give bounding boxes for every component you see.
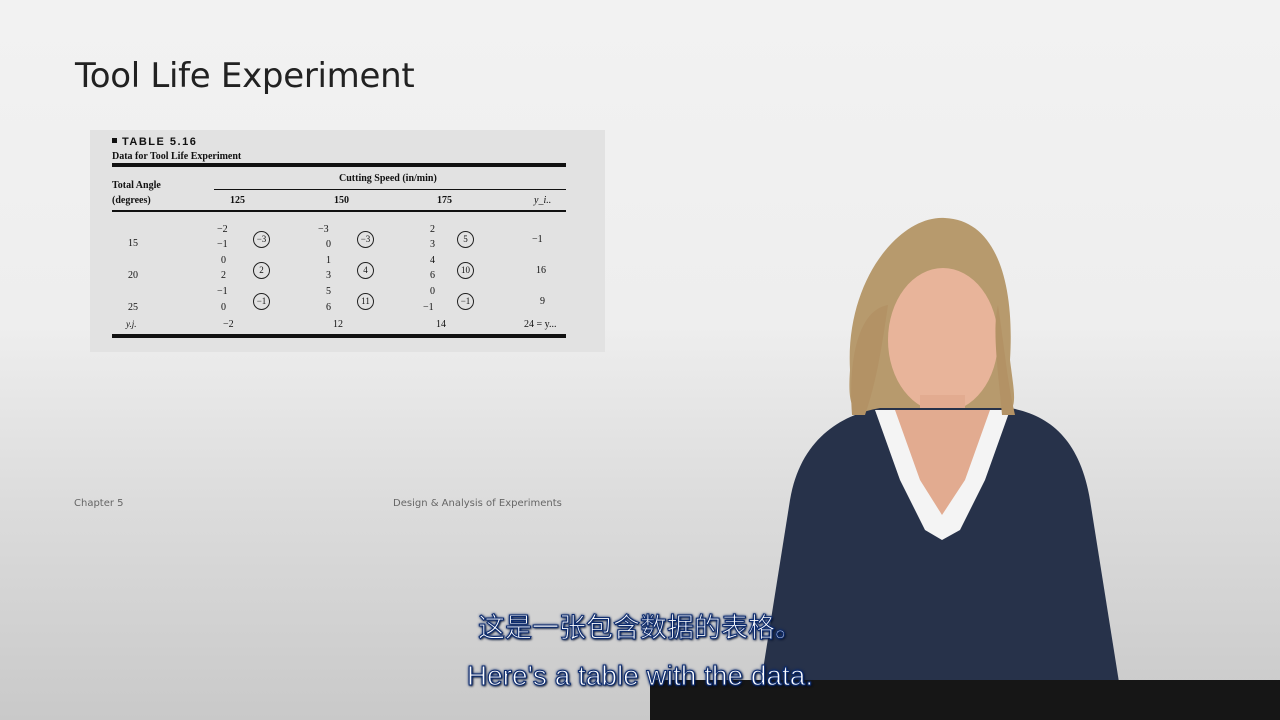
obs-cell: 2	[221, 270, 226, 281]
column-header-125: 125	[230, 195, 245, 206]
obs-cell: 4	[430, 255, 435, 266]
presenter-video	[755, 217, 1125, 720]
column-header-row-total: y_i..	[534, 195, 552, 206]
obs-cell: 0	[221, 255, 226, 266]
presenter-cardigan	[755, 408, 1125, 720]
obs-cell: −1	[217, 286, 228, 297]
table-top-rule	[112, 163, 566, 167]
obs-cell: 0	[326, 239, 331, 250]
obs-cell: 3	[326, 270, 331, 281]
obs-cell: 6	[326, 302, 331, 313]
row-total: −1	[532, 234, 543, 245]
presenter-hair-front	[995, 305, 1015, 415]
cell-total-circle: −3	[357, 231, 374, 248]
obs-cell: 2	[430, 224, 435, 235]
table-figure: TABLE 5.16 Data for Tool Life Experiment…	[90, 130, 605, 352]
column-total-label: y.j.	[126, 319, 137, 329]
column-group-header: Cutting Speed (in/min)	[339, 173, 437, 184]
obs-cell: 3	[430, 239, 435, 250]
cell-total-circle: 2	[253, 262, 270, 279]
footer-course: Design & Analysis of Experiments	[393, 498, 562, 509]
obs-cell: −3	[318, 224, 329, 235]
table-number: TABLE 5.16	[122, 136, 198, 148]
column-header-150: 150	[334, 195, 349, 206]
cell-total-circle: −3	[253, 231, 270, 248]
subtitle-chinese: 这是一张包含数据的表格。	[478, 613, 803, 645]
row-total: 16	[536, 265, 546, 276]
presenter-hair-front	[851, 305, 888, 415]
column-header-175: 175	[437, 195, 452, 206]
row-total: 9	[540, 296, 545, 307]
subtitle-english: Here's a table with the data.	[466, 660, 814, 692]
cell-total-circle: 4	[357, 262, 374, 279]
slide-title: Tool Life Experiment	[75, 56, 415, 96]
obs-cell: 6	[430, 270, 435, 281]
table-bottom-rule	[112, 334, 566, 338]
column-total: −2	[223, 319, 234, 330]
row-header-label: Total Angle	[112, 180, 161, 191]
obs-cell: −1	[423, 302, 434, 313]
cell-total-circle: −1	[457, 293, 474, 310]
obs-cell: 0	[221, 302, 226, 313]
obs-cell: 5	[326, 286, 331, 297]
table-caption: Data for Tool Life Experiment	[112, 151, 242, 162]
grand-total: 24 = y...	[524, 319, 557, 330]
presenter-neckline	[895, 410, 990, 515]
cell-total-circle: −1	[253, 293, 270, 310]
cell-total-circle: 10	[457, 262, 474, 279]
angle-25: 25	[128, 302, 138, 313]
cell-total-circle: 11	[357, 293, 374, 310]
angle-20: 20	[128, 270, 138, 281]
obs-cell: −2	[217, 224, 228, 235]
obs-cell: −1	[217, 239, 228, 250]
lectern	[650, 680, 1280, 720]
row-header-unit: (degrees)	[112, 195, 151, 206]
presenter-face	[888, 268, 998, 412]
column-group-rule	[214, 189, 566, 190]
column-total: 12	[333, 319, 343, 330]
obs-cell: 1	[326, 255, 331, 266]
table-heading: TABLE 5.16	[112, 136, 197, 148]
cell-total-circle: 5	[457, 231, 474, 248]
header-bottom-rule	[112, 210, 566, 212]
angle-15: 15	[128, 238, 138, 249]
footer-chapter: Chapter 5	[74, 498, 124, 509]
column-total: 14	[436, 319, 446, 330]
obs-cell: 0	[430, 286, 435, 297]
bullet-icon	[112, 138, 117, 143]
